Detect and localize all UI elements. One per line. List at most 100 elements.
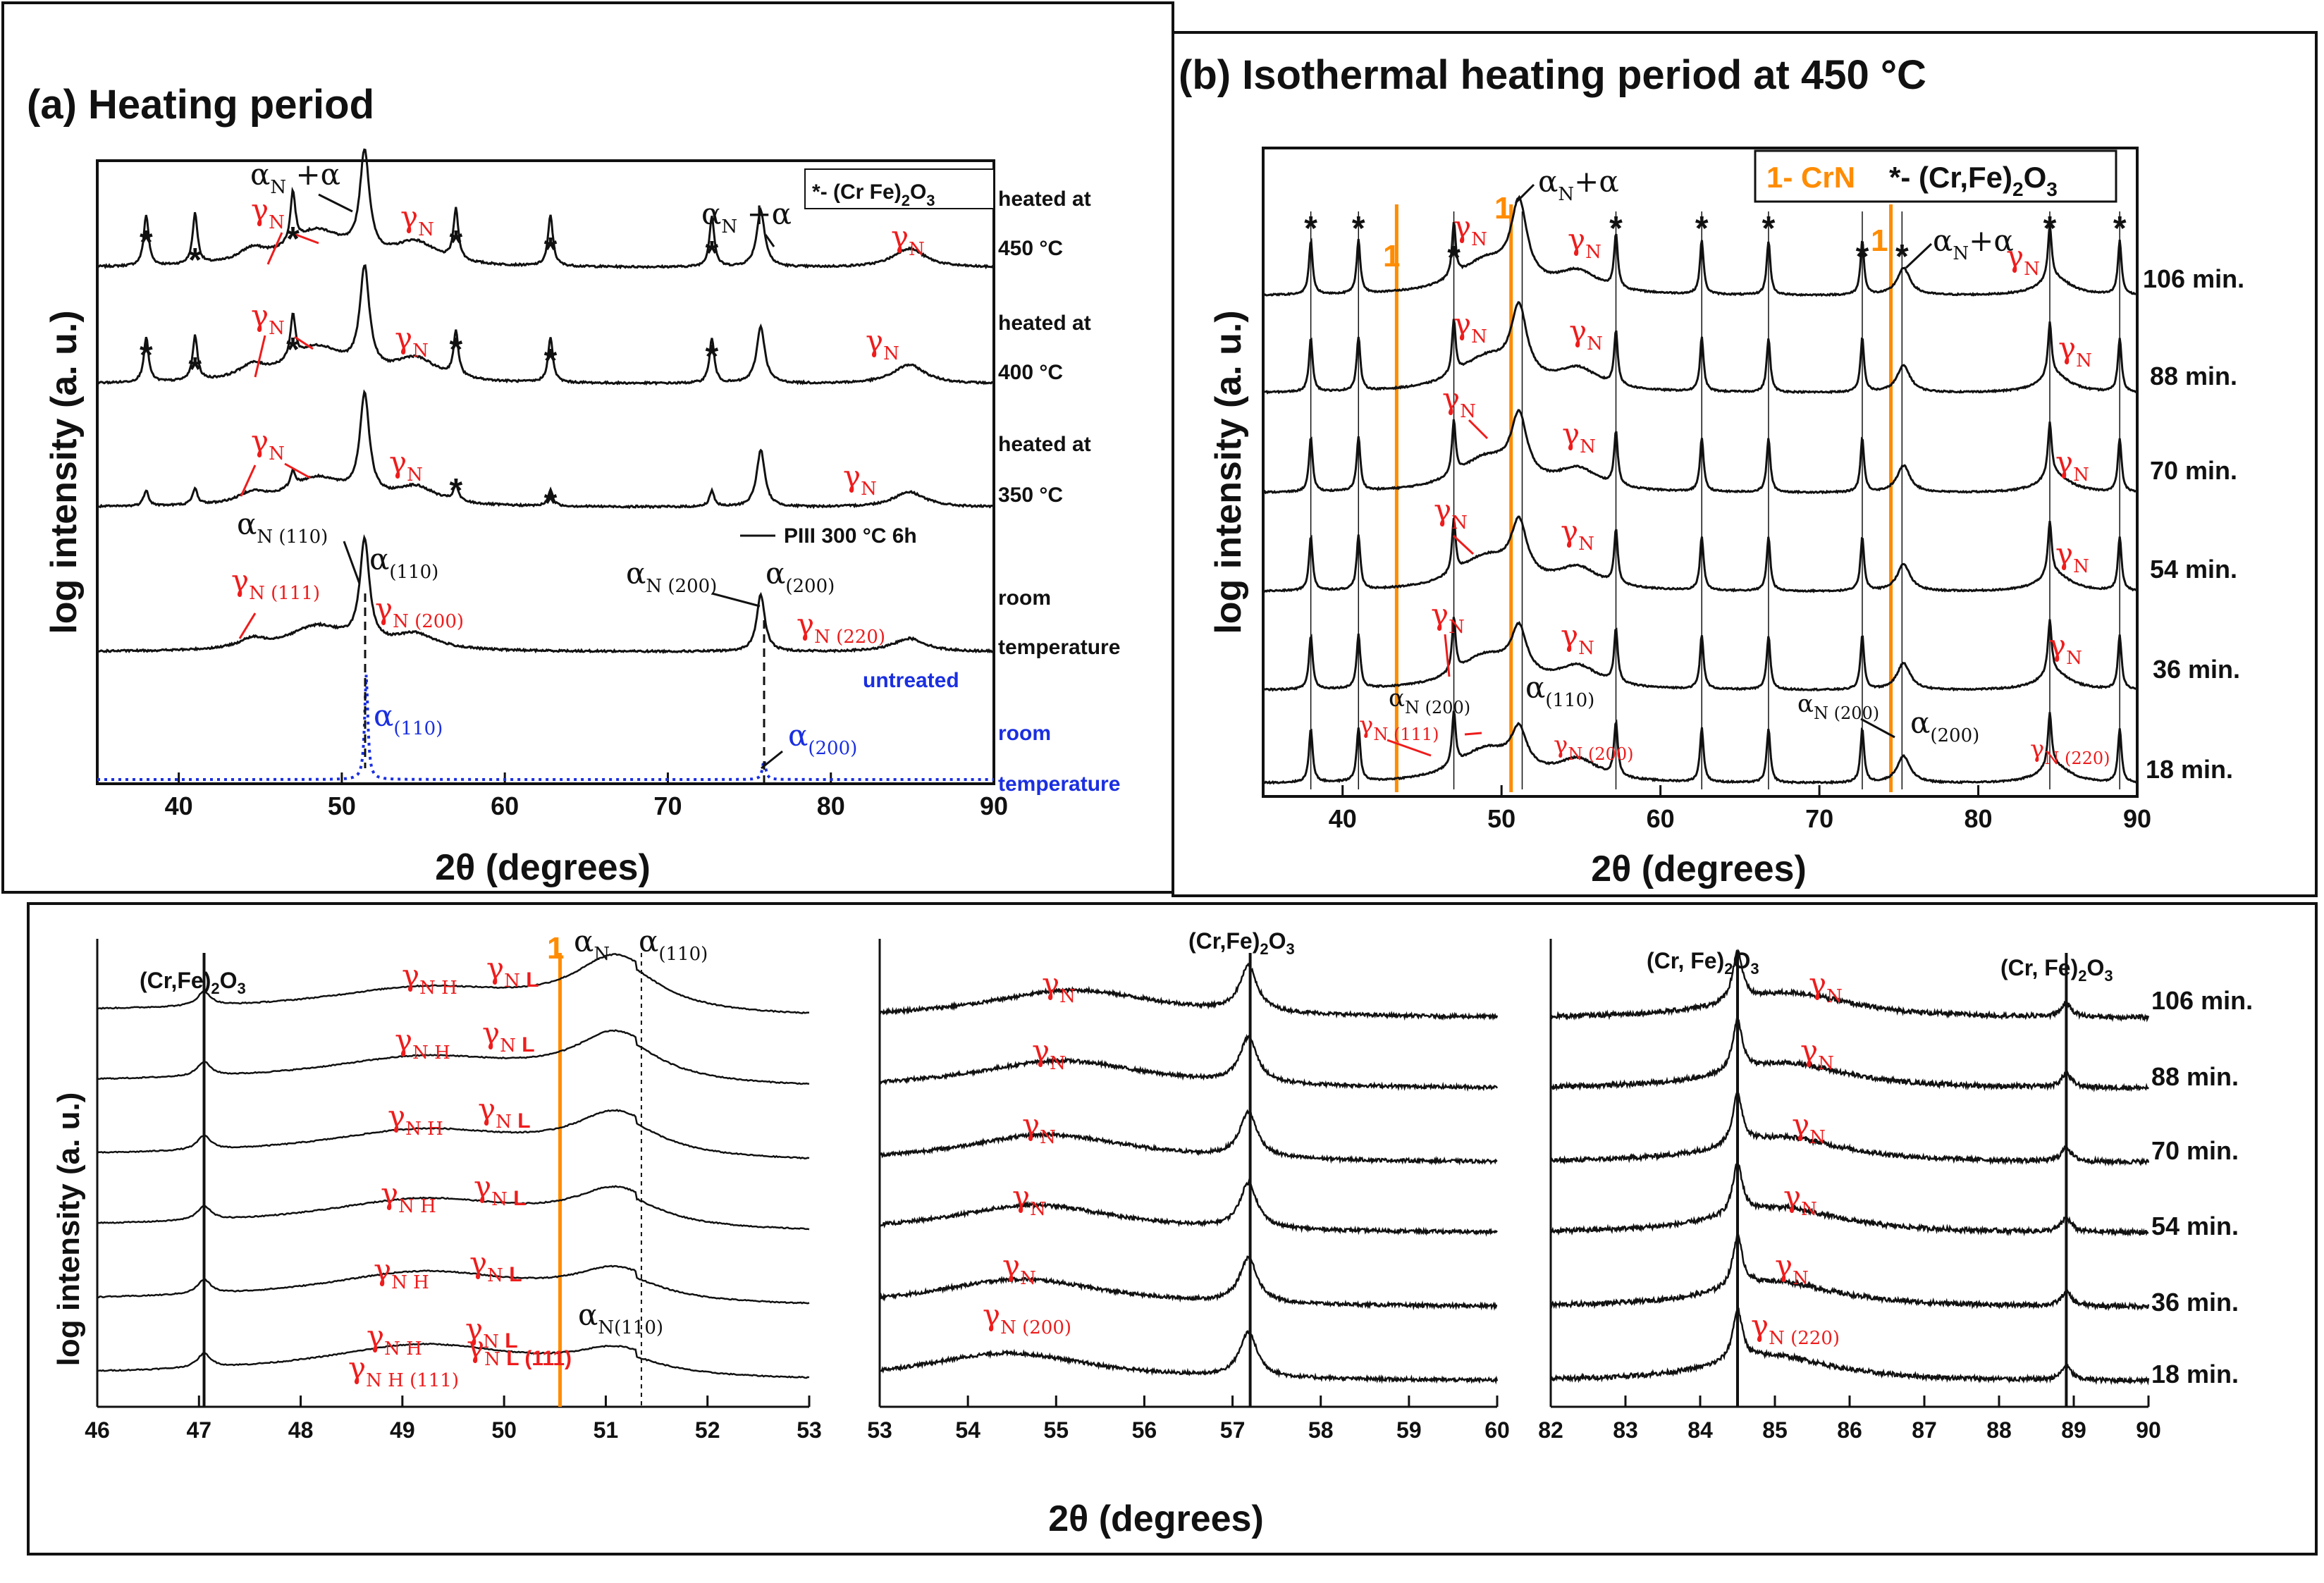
oxide-star-marker: * bbox=[1695, 210, 1709, 247]
series-label: temperature bbox=[998, 772, 1120, 796]
annot-alpha110: α(110) bbox=[639, 924, 708, 965]
annot-gammaN: γN bbox=[1002, 1248, 1036, 1289]
oxide-star-marker: * bbox=[286, 331, 300, 369]
x-tick-label: 57 bbox=[1220, 1417, 1246, 1443]
x-tick-label: 60 bbox=[1647, 804, 1675, 833]
annot-gammaN: γN bbox=[1434, 493, 1468, 534]
annot-alphaN-alpha: αN +α bbox=[701, 197, 792, 238]
x-tick-label: 70 bbox=[1805, 804, 1833, 833]
panel-a-series-labels: heated at 450 °C heated at 400 °C heated… bbox=[863, 187, 1120, 796]
x-tick-label: 90 bbox=[2136, 1417, 2161, 1443]
series-label: 70 min. bbox=[2151, 1136, 2239, 1165]
series-label: 350 °C bbox=[998, 483, 1063, 507]
series-line bbox=[97, 1109, 810, 1160]
annot-gammaN111: γN (111) bbox=[231, 563, 320, 604]
annot-gammaN: γN bbox=[1569, 314, 1603, 355]
x-tick-label: 49 bbox=[390, 1417, 415, 1443]
series-label: 54 min. bbox=[2150, 555, 2237, 584]
series-label: 106 min. bbox=[2143, 264, 2244, 293]
annot-gammaN: γN H bbox=[388, 1099, 443, 1140]
series-label: 18 min. bbox=[2146, 755, 2233, 784]
series-line bbox=[879, 1109, 1498, 1166]
crn-marker: 1 bbox=[1383, 239, 1400, 273]
annot-alpha110: α(110) bbox=[369, 542, 438, 583]
panel-a-ticks: 40 50 60 70 80 90 bbox=[165, 772, 1008, 820]
x-tick-label: 40 bbox=[1329, 804, 1357, 833]
annot-gammaN: γN bbox=[1783, 1179, 1817, 1220]
x-tick-label: 89 bbox=[2061, 1417, 2086, 1443]
series-label: room bbox=[998, 722, 1051, 745]
annot-gammaN: γN bbox=[1561, 618, 1594, 659]
series-line bbox=[1262, 195, 2139, 297]
panel-c-axes: 46 47 48 49 50 51 52 53 53 54 55 56 57 58 59 60 82 83 84 85… bbox=[85, 939, 2161, 1443]
oxide-star-marker: * bbox=[1895, 238, 1909, 276]
x-tick-label: 58 bbox=[1308, 1417, 1334, 1443]
panel-b-reference-lines bbox=[1310, 204, 2120, 792]
oxide-star-marker: * bbox=[1856, 238, 1869, 276]
oxide-star-marker: * bbox=[544, 231, 558, 269]
oxide-star-marker: * bbox=[449, 472, 462, 510]
panel-b-axes bbox=[1262, 147, 2139, 798]
oxide-star-marker: * bbox=[140, 337, 153, 374]
panel-b-title: (b) Isothermal heating period at 450 °C bbox=[1179, 52, 1926, 98]
legend-a-text: *- (Cr Fe)2O3 bbox=[812, 180, 935, 209]
x-tick-label: 82 bbox=[1538, 1417, 1563, 1443]
annot-gammaN: γN H bbox=[367, 1319, 422, 1360]
annot-gammaN: γN bbox=[1561, 514, 1594, 555]
series-line bbox=[97, 534, 995, 655]
annot-alphaN110: αN (110) bbox=[237, 507, 328, 548]
oxide-star-marker: * bbox=[188, 242, 202, 279]
x-tick-label: 88 bbox=[1986, 1417, 2012, 1443]
series-label: 450 °C bbox=[998, 237, 1063, 260]
annot-gammaN: γN L bbox=[482, 1016, 535, 1057]
panel-b-curves bbox=[1262, 195, 2139, 785]
series-line bbox=[1550, 1090, 2150, 1167]
annot-gammaN: γN bbox=[1012, 1179, 1046, 1220]
annot-gammaN: γN L (111) bbox=[467, 1329, 572, 1370]
series-label: 400 °C bbox=[998, 361, 1063, 384]
annot-gammaN: γN bbox=[2058, 331, 2092, 371]
annot-gammaN: γN bbox=[1453, 209, 1487, 250]
oxide-label: (Cr,Fe)2O3 bbox=[140, 968, 246, 997]
annot-alpha200: α(200) bbox=[1910, 706, 1979, 746]
series-line bbox=[97, 148, 995, 270]
annot-alpha200: α(200) bbox=[766, 556, 835, 597]
panel-b-xlabel: 2θ (degrees) bbox=[1591, 849, 1807, 889]
annot-gammaN: γN H bbox=[381, 1176, 436, 1217]
untreated-line bbox=[97, 675, 994, 781]
panel-a-frame bbox=[1, 1, 1174, 894]
series-label: heated at bbox=[998, 433, 1091, 456]
series-line bbox=[97, 389, 995, 510]
annot-alpha110: α(110) bbox=[1525, 670, 1594, 711]
x-tick-label: 50 bbox=[491, 1417, 517, 1443]
panel-a-annotations: αN +α αN +α γN γN γN γN γN γN γN γN γN α… bbox=[140, 157, 925, 782]
annot-gammaN: γN bbox=[1562, 417, 1596, 457]
series-label: 36 min. bbox=[2153, 655, 2240, 684]
x-tick-label: 47 bbox=[186, 1417, 211, 1443]
annot-alpha110-untreated: α(110) bbox=[374, 698, 443, 739]
annot-alphaN200: αN (200) bbox=[1389, 684, 1470, 717]
annot-gammaN: γN bbox=[1775, 1248, 1809, 1289]
annot-gammaN: γN bbox=[251, 424, 285, 464]
oxide-star-marker: * bbox=[1304, 210, 1317, 247]
x-tick-label: 53 bbox=[797, 1417, 822, 1443]
oxide-star-marker: * bbox=[140, 224, 153, 261]
panel-a-xlabel: 2θ (degrees) bbox=[435, 847, 651, 888]
series-line bbox=[97, 1185, 810, 1231]
x-tick-label: 46 bbox=[85, 1417, 110, 1443]
series-label: 54 min. bbox=[2151, 1212, 2239, 1240]
series-label: room bbox=[998, 586, 1051, 610]
annot-gammaN: γN H bbox=[395, 1023, 450, 1064]
annot-gammaN: γN bbox=[2006, 239, 2040, 280]
panel-a-title: (a) Heating period bbox=[27, 82, 374, 128]
x-tick-label: 84 bbox=[1687, 1417, 1713, 1443]
x-tick-label: 80 bbox=[817, 792, 845, 820]
annot-gammaN: γN bbox=[866, 324, 899, 364]
panel-c-annotations: (Cr,Fe)2O3 (Cr,Fe)2O3 (Cr, Fe)2O3 (Cr, F… bbox=[140, 924, 2113, 1391]
crn-marker: 1 bbox=[1494, 191, 1511, 226]
oxide-star-marker: * bbox=[1447, 240, 1461, 277]
series-label: 18 min. bbox=[2151, 1360, 2239, 1388]
oxide-star-marker: * bbox=[706, 235, 719, 272]
x-tick-label: 53 bbox=[867, 1417, 892, 1443]
